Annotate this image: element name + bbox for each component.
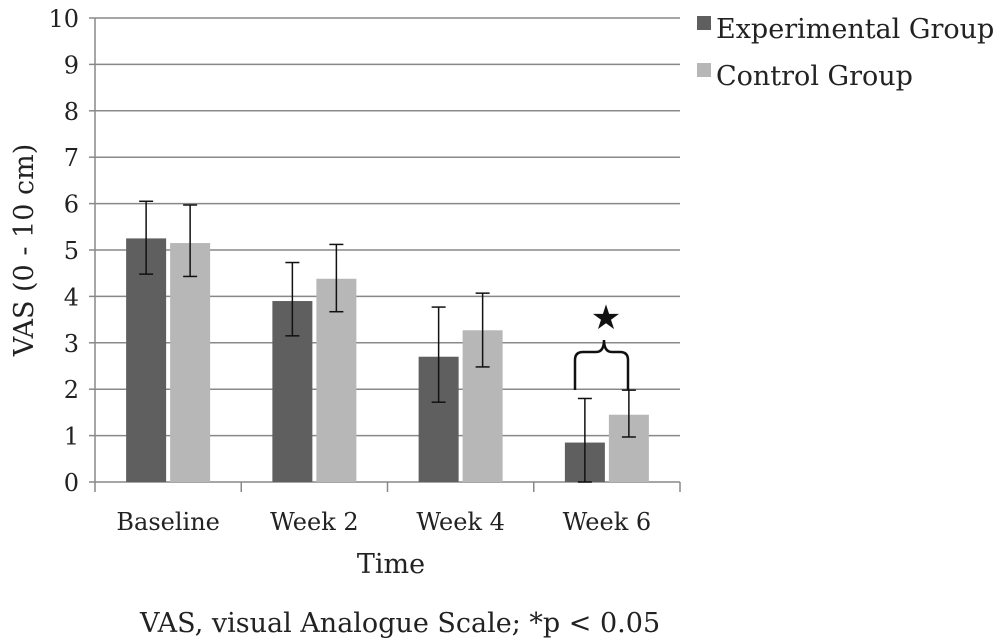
significance-annotation: ★ <box>573 298 630 390</box>
legend-label-experimental: Experimental Group <box>716 14 994 45</box>
legend-swatch-control <box>697 63 711 77</box>
legend: Experimental Group Control Group <box>697 14 994 92</box>
x-axis-title: Time <box>357 549 425 580</box>
x-tick-label: Week 4 <box>416 508 505 536</box>
y-tick-label: 6 <box>64 191 79 219</box>
figure-caption: VAS, visual Analogue Scale; *p < 0.05 <box>139 608 660 639</box>
bars <box>126 238 649 482</box>
x-tick-labels: Baseline Week 2 Week 4 Week 6 <box>116 508 651 536</box>
bar-experimental <box>126 238 167 482</box>
y-tick-labels: 0 1 2 3 4 5 6 7 8 9 10 <box>48 5 79 497</box>
y-tick-label: 0 <box>64 469 79 497</box>
bar-control <box>170 243 211 482</box>
y-tick-label: 8 <box>64 98 79 126</box>
y-tick-label: 9 <box>64 51 79 79</box>
y-tick-label: 10 <box>48 5 79 33</box>
significance-star-icon: ★ <box>591 298 621 338</box>
y-tick-label: 4 <box>64 283 79 311</box>
y-tick-label: 3 <box>64 330 79 358</box>
y-axis-title: VAS (0 - 10 cm) <box>9 144 40 357</box>
y-tick-label: 1 <box>64 423 79 451</box>
x-tick-label: Baseline <box>116 508 219 536</box>
x-tick-label: Week 2 <box>270 508 359 536</box>
y-tick-label: 7 <box>64 144 79 172</box>
legend-swatch-experimental <box>697 16 711 30</box>
bar-control <box>316 278 357 482</box>
legend-label-control: Control Group <box>716 61 913 92</box>
y-tick-label: 5 <box>64 237 79 265</box>
error-bars <box>139 200 636 483</box>
significance-brace <box>573 339 630 390</box>
y-tick-label: 2 <box>64 376 79 404</box>
x-tick-label: Week 6 <box>563 508 652 536</box>
